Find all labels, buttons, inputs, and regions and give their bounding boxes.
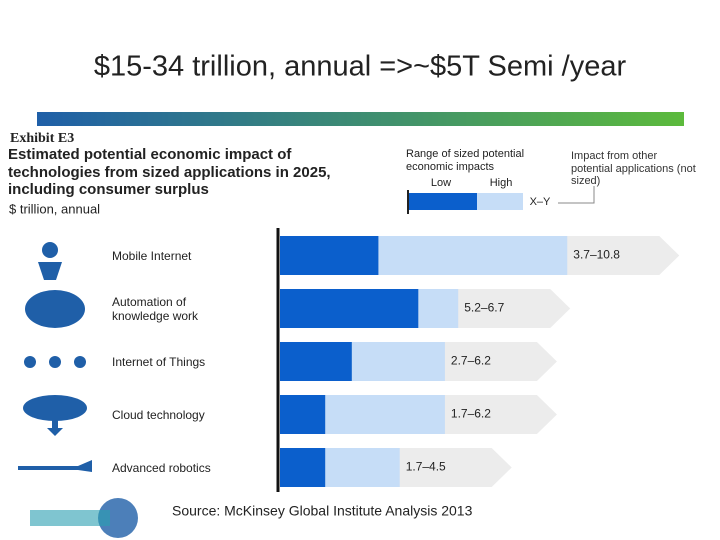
legend-low: Low (431, 177, 451, 189)
category-box: Advanced robotics (112, 460, 211, 475)
category-label: Internet of Things (112, 354, 206, 369)
bar-low (280, 289, 419, 328)
exhibit-label: Exhibit E3 (10, 131, 74, 146)
source: Source: McKinsey Global Institute Analys… (172, 503, 473, 519)
legend-range-label: X–Y (530, 196, 551, 208)
chart-title: Estimated potential economic impact of t… (8, 146, 331, 198)
category-box: Mobile Internet (112, 248, 192, 263)
icon-mobile (42, 242, 58, 258)
icon-brain (25, 290, 85, 328)
icon-mobile-body (38, 262, 62, 280)
chart-subtitle: $ trillion, annual (9, 201, 100, 216)
legend-other: Impact from other potential applications… (571, 150, 696, 187)
value-label: 1.7–6.2 (451, 407, 491, 421)
category-box: Automation of knowledge work (112, 294, 199, 323)
legend-title: Range of sized potential economic impact… (406, 148, 525, 173)
icon-robot (18, 460, 92, 472)
chart-title-box: Estimated potential economic impact of t… (8, 146, 331, 198)
bar-high (351, 342, 445, 381)
icon-iot-1 (24, 356, 36, 368)
legend-swatch-high (477, 193, 523, 210)
icon-cloud-arrow (47, 420, 63, 436)
legend-swatch-low (408, 193, 477, 210)
category-label: Mobile Internet (112, 248, 192, 263)
bar-low (280, 342, 352, 381)
icons (18, 242, 92, 472)
icon-iot-3 (74, 356, 86, 368)
category-label: Cloud technology (112, 407, 205, 422)
bar-low (280, 395, 326, 434)
logo (30, 498, 138, 538)
category-label: Advanced robotics (112, 460, 211, 475)
bar-high (325, 395, 445, 434)
legend-high: High (490, 177, 513, 189)
bar-high (418, 289, 459, 328)
category-box: Cloud technology (112, 407, 205, 422)
bar-high (378, 236, 568, 275)
value-label: 2.7–6.2 (451, 354, 491, 368)
slide-title: $15-34 trillion, annual =>~$5T Semi /yea… (94, 51, 627, 83)
logo-globe (98, 498, 138, 538)
icon-iot-2 (49, 356, 61, 368)
category-box: Internet of Things (112, 354, 206, 369)
logo-mark (30, 510, 110, 526)
bar-low (280, 448, 326, 487)
bar-low (280, 236, 379, 275)
title-rule (37, 112, 684, 126)
value-label: 5.2–6.7 (464, 301, 504, 315)
bar-high (325, 448, 400, 487)
icon-cloud (23, 395, 87, 421)
value-label: 1.7–4.5 (406, 460, 446, 474)
legend-other-box: Impact from other potential applications… (571, 150, 696, 187)
value-label: 3.7–10.8 (573, 248, 620, 262)
legend-leader (558, 186, 595, 204)
category-label: Automation of knowledge work (112, 294, 199, 323)
legend-title-box: Range of sized potential economic impact… (406, 148, 525, 173)
